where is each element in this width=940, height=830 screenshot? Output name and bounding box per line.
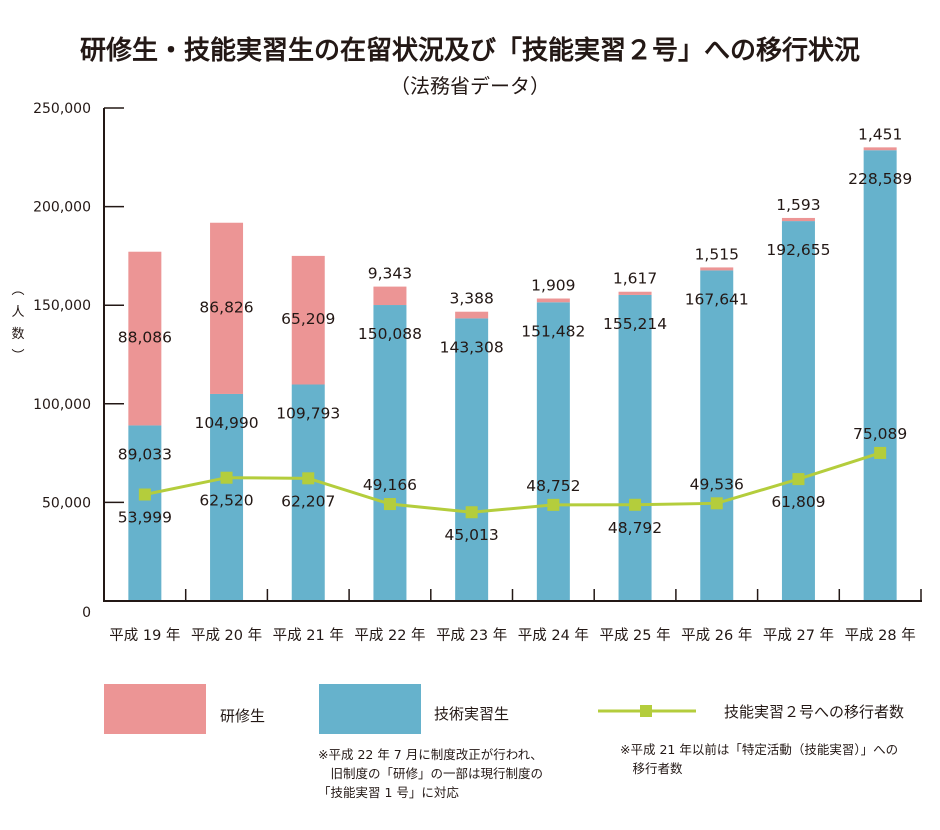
y-axis-label-char: 人 — [11, 305, 25, 320]
transition-marker — [383, 498, 396, 511]
bar-label-technical-intern: 192,655 — [766, 241, 830, 259]
legend-square-marker — [640, 705, 652, 717]
bar-label-trainee: 65,209 — [281, 310, 335, 328]
line-label-transition: 45,013 — [445, 526, 499, 544]
bar-label-trainee: 1,617 — [613, 270, 657, 288]
bar-trainee — [373, 286, 407, 306]
bar-label-trainee: 86,826 — [199, 298, 253, 316]
bar-technical-intern — [291, 384, 325, 601]
transition-line — [144, 451, 881, 514]
bar-trainee — [536, 298, 570, 303]
note-system-revision: ※平成 22 年 7 月に制度改正が行われ、 旧制度の「研修」の一部は現行制度の… — [318, 747, 544, 800]
chart-subtitle: （法務省データ） — [390, 74, 550, 98]
line-label-transition: 62,207 — [281, 492, 335, 510]
transition-marker — [710, 497, 723, 510]
chart-title: 研修生・技能実習生の在留状況及び「技能実習２号」への移行状況 — [79, 36, 860, 66]
bar-label-technical-intern: 151,482 — [521, 322, 585, 340]
y-tick-label: 50,000 — [42, 495, 91, 511]
bar-technical-intern — [373, 305, 407, 601]
transition-marker — [629, 498, 642, 511]
bar-trainee — [291, 255, 325, 385]
bar-technical-intern — [210, 393, 244, 601]
chart-plot: 0 50,000 100,000 150,000 200,000 250,000 平成 19… — [33, 101, 922, 644]
x-tick-label: 平成 28 年 — [845, 627, 916, 644]
x-tick-label: 平成 27 年 — [763, 627, 834, 644]
bar-trainee — [863, 147, 897, 151]
note-transition-definition: ※平成 21 年以前は「特定活動（技能実習）」への 移行者数 — [620, 742, 899, 776]
bar-label-technical-intern: 228,589 — [848, 170, 912, 188]
bars-layer — [128, 147, 897, 602]
bar-label-technical-intern: 109,793 — [276, 404, 340, 422]
legend-label-technical-intern: 技術実習生 — [434, 705, 510, 723]
bar-label-trainee: 9,343 — [368, 265, 412, 283]
transition-marker — [547, 498, 560, 511]
bar-trainee — [210, 222, 244, 394]
line-layer — [138, 446, 887, 519]
legend-swatch-trainee — [104, 684, 206, 734]
y-tick-label: 0 — [82, 605, 91, 621]
transition-marker — [465, 506, 478, 519]
y-tick-label: 200,000 — [33, 200, 91, 216]
bar-label-technical-intern: 167,641 — [685, 290, 749, 308]
y-axis-label: ︵ 人 数 ︶ — [8, 280, 28, 368]
transition-marker — [874, 446, 887, 459]
axes-layer: 0 50,000 100,000 150,000 200,000 250,000 平成 19… — [33, 101, 922, 644]
x-tick-label: 平成 26 年 — [681, 627, 752, 644]
labels-layer: 89,033 88,086 53,999 104,990 86,826 62,520 109… — [118, 125, 912, 544]
bar-label-trainee: 1,515 — [695, 245, 739, 263]
x-tick-label: 平成 19 年 — [109, 627, 180, 644]
line-label-transition: 49,166 — [363, 476, 417, 494]
line-label-transition: 62,520 — [199, 492, 253, 510]
bar-label-trainee: 3,388 — [449, 290, 493, 308]
legend-swatch-technical-intern — [319, 684, 421, 734]
bar-label-technical-intern: 104,990 — [194, 414, 258, 432]
bar-label-technical-intern: 143,308 — [440, 338, 504, 356]
bar-trainee — [781, 217, 815, 222]
bar-trainee — [455, 311, 489, 319]
y-tick-label: 150,000 — [33, 298, 91, 314]
bar-label-trainee: 1,593 — [776, 196, 820, 214]
bar-label-trainee: 88,086 — [118, 329, 172, 347]
y-axis-label-char: ︶ — [11, 349, 25, 364]
bar-technical-intern — [536, 302, 570, 601]
line-label-transition: 61,809 — [771, 493, 825, 511]
bar-technical-intern — [455, 318, 489, 601]
line-label-transition: 48,792 — [608, 519, 662, 537]
bar-trainee — [128, 251, 162, 426]
x-tick-label: 平成 24 年 — [518, 627, 589, 644]
bar-label-technical-intern: 150,088 — [358, 325, 422, 343]
legend-label-transition: 技能実習２号への移行者数 — [724, 703, 905, 721]
bar-label-trainee: 1,909 — [531, 277, 575, 295]
line-label-transition: 49,536 — [690, 475, 744, 493]
legend-line-marker — [598, 705, 696, 717]
x-tick-label: 平成 25 年 — [599, 627, 670, 644]
line-label-transition: 75,089 — [853, 425, 907, 443]
bar-trainee — [618, 291, 652, 295]
x-tick-label: 平成 22 年 — [354, 627, 425, 644]
bar-technical-intern — [618, 294, 652, 601]
bar-trainee — [700, 267, 734, 271]
transition-marker — [138, 488, 151, 501]
bar-label-trainee: 1,451 — [858, 125, 902, 143]
y-axis-label-char: 数 — [11, 327, 25, 342]
bar-label-technical-intern: 89,033 — [118, 445, 172, 463]
transition-marker — [792, 473, 805, 486]
y-axis-label-char: ︵ — [11, 283, 25, 298]
transition-marker — [302, 472, 315, 485]
bar-technical-intern — [700, 270, 734, 601]
legend-label-trainee: 研修生 — [220, 707, 266, 725]
bar-technical-intern — [863, 150, 897, 602]
x-tick-label: 平成 23 年 — [436, 627, 507, 644]
bar-technical-intern — [128, 425, 162, 601]
transition-marker — [220, 471, 233, 484]
line-label-transition: 48,752 — [526, 477, 580, 495]
y-tick-label: 250,000 — [33, 101, 91, 117]
line-label-transition: 53,999 — [118, 509, 172, 527]
bar-technical-intern — [781, 221, 815, 601]
x-tick-label: 平成 20 年 — [191, 627, 262, 644]
bar-label-technical-intern: 155,214 — [603, 315, 667, 333]
x-tick-label: 平成 21 年 — [273, 627, 344, 644]
y-tick-label: 100,000 — [33, 397, 91, 413]
